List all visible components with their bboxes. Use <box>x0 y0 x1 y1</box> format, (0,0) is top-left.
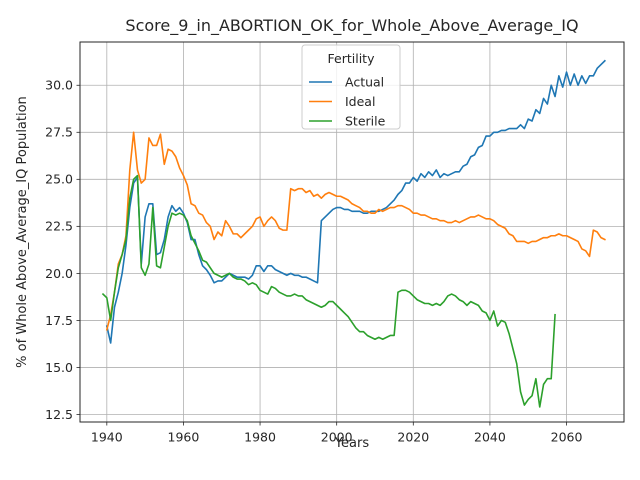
x-tick-label: 1940 <box>91 429 123 444</box>
x-tick-label: 2060 <box>551 429 583 444</box>
y-tick-label: 25.0 <box>45 172 73 187</box>
x-tick-label: 2040 <box>474 429 506 444</box>
x-axis-label: Years <box>334 436 370 451</box>
legend-items: Actual Ideal Sterile <box>309 74 386 128</box>
legend: Fertility Actual Ideal Sterile <box>302 45 400 129</box>
chart-title: Score_9_in_ABORTION_OK_for_Whole_Above_A… <box>125 16 578 36</box>
x-tick-label: 1980 <box>244 429 276 444</box>
y-tick-label: 20.0 <box>45 266 73 281</box>
x-tick-label: 1960 <box>168 429 200 444</box>
y-tick-label: 27.5 <box>45 125 73 140</box>
x-tick-label: 2020 <box>397 429 429 444</box>
y-tick-label: 22.5 <box>45 219 73 234</box>
legend-label-actual: Actual <box>345 74 384 89</box>
y-tick-label: 30.0 <box>45 78 73 93</box>
legend-label-sterile: Sterile <box>345 113 386 128</box>
legend-title: Fertility <box>328 51 376 66</box>
y-axis-label: % of Whole Above_Average_IQ Population <box>15 96 30 368</box>
y-tick-label: 12.5 <box>45 407 73 422</box>
y-tick-label: 17.5 <box>45 313 73 328</box>
y-tick-label: 15.0 <box>45 360 73 375</box>
legend-label-ideal: Ideal <box>345 94 375 109</box>
